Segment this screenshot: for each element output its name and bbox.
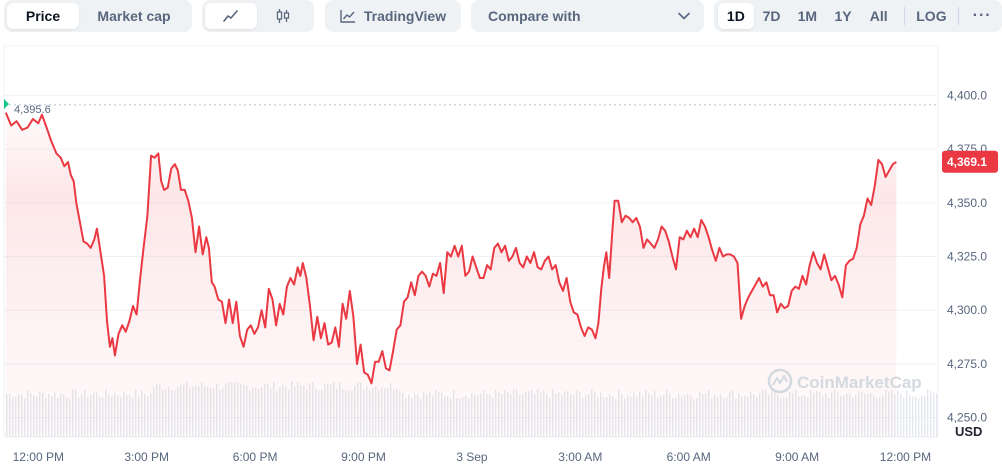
- volume-bar: [909, 395, 911, 437]
- y-tick-label: 4,350.0: [947, 196, 987, 210]
- chevron-down-icon: [678, 12, 690, 20]
- x-tick-label: 12:00 PM: [13, 450, 64, 464]
- volume-bar: [933, 392, 935, 437]
- current-price-label: 4,369.1: [947, 155, 987, 169]
- volume-bar: [936, 393, 938, 437]
- trend-chart-icon: [340, 10, 355, 23]
- x-axis-ticks: 12:00 PM 3:00 PM 6:00 PM 9:00 PM 3 Sep 3:00 A…: [13, 450, 932, 464]
- volume-bar: [897, 390, 899, 437]
- reference-marker: 4,395.6: [4, 99, 51, 116]
- x-tick-label: 3:00 AM: [558, 450, 602, 464]
- volume-bar: [912, 396, 914, 437]
- price-chart[interactable]: 4,250.04,275.04,300.04,325.04,350.04,375…: [0, 40, 1002, 465]
- tradingview-label: TradingView: [363, 8, 447, 24]
- coinmarketcap-logo-icon: [767, 368, 793, 394]
- reference-dot: [4, 99, 9, 109]
- volume-bar: [927, 389, 929, 437]
- volume-bar: [915, 396, 917, 437]
- watermark: CoinMarketCap: [767, 368, 922, 394]
- price-line: [4, 112, 897, 385]
- volume-bar: [924, 395, 926, 437]
- market-cap-tab[interactable]: Market cap: [97, 8, 171, 24]
- x-tick-label: 12:00 PM: [880, 450, 931, 464]
- time-range-selector: 1D 7D 1M 1Y All LOG ···: [714, 0, 1002, 32]
- y-tick-label: 4,400.0: [947, 88, 987, 102]
- x-tick-label: 3:00 PM: [124, 450, 169, 464]
- volume-bar: [921, 395, 923, 437]
- range-1y-button[interactable]: 1Y: [834, 8, 852, 24]
- y-tick-label: 4,275.0: [947, 357, 987, 371]
- price-area: [5, 112, 897, 437]
- x-tick-label: 3 Sep: [456, 450, 488, 464]
- toolbar-divider: [958, 7, 960, 25]
- reference-value-label: 4,395.6: [14, 104, 51, 116]
- chart-type-toggle: [202, 0, 314, 32]
- range-7d-button[interactable]: 7D: [762, 8, 781, 24]
- price-tab[interactable]: Price: [7, 3, 79, 29]
- range-1d-button[interactable]: 1D: [718, 3, 754, 29]
- range-all-button[interactable]: All: [869, 8, 888, 24]
- current-price-tag: 4,369.1: [942, 150, 998, 173]
- x-tick-label: 9:00 AM: [775, 450, 819, 464]
- compare-with-dropdown[interactable]: Compare with: [471, 0, 704, 32]
- price-marketcap-toggle: Price Market cap: [4, 0, 192, 32]
- x-tick-label: 9:00 PM: [341, 450, 386, 464]
- volume-bar: [918, 398, 920, 437]
- candlestick-icon: [276, 9, 290, 23]
- line-chart-button[interactable]: [205, 3, 257, 29]
- y-tick-label: 4,325.0: [947, 250, 987, 264]
- chart-toolbar: Price Market cap TradingView Compare wit…: [0, 0, 1002, 34]
- line-chart-icon: [223, 10, 238, 22]
- candlestick-chart-button[interactable]: [257, 3, 309, 29]
- volume-bar: [903, 398, 905, 437]
- toolbar-divider: [903, 7, 905, 25]
- more-options-button[interactable]: ···: [972, 7, 992, 24]
- current-price-tag-bg: [942, 150, 998, 173]
- x-tick-label: 6:00 AM: [667, 450, 711, 464]
- volume-bar: [930, 390, 932, 437]
- log-scale-button[interactable]: LOG: [916, 8, 947, 24]
- y-tick-label: 4,250.0: [947, 411, 987, 425]
- tradingview-button[interactable]: TradingView: [325, 0, 461, 32]
- volume-bar: [906, 390, 908, 437]
- currency-label: USD: [955, 424, 982, 439]
- y-axis-ticks: 4,250.04,275.04,300.04,325.04,350.04,375…: [947, 88, 987, 424]
- range-1m-button[interactable]: 1M: [797, 8, 818, 24]
- y-tick-label: 4,300.0: [947, 303, 987, 317]
- watermark-text: CoinMarketCap: [797, 373, 922, 392]
- x-tick-label: 6:00 PM: [233, 450, 278, 464]
- volume-bar: [900, 394, 902, 437]
- compare-with-label: Compare with: [488, 8, 581, 24]
